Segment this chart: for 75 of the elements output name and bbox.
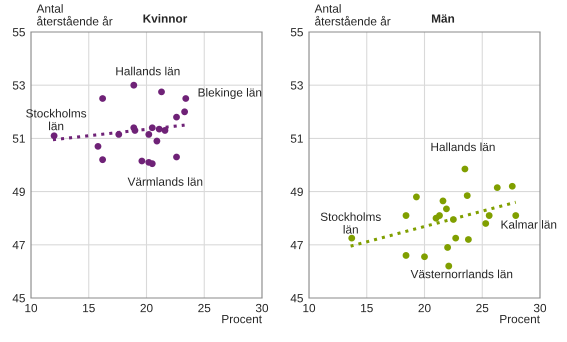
- y-tick-label: 49: [12, 188, 25, 196]
- point: [130, 82, 138, 89]
- x-tick-label: 30: [256, 304, 268, 312]
- chart-title: Kvinnor: [143, 14, 188, 23]
- x-tick-label: 20: [140, 304, 153, 312]
- point: [444, 244, 451, 251]
- point: [445, 262, 452, 270]
- point: [50, 132, 58, 140]
- y-tick-label: 55: [12, 28, 25, 36]
- point: [464, 236, 472, 243]
- point: [99, 156, 106, 164]
- point: [156, 126, 163, 132]
- point: [486, 212, 493, 219]
- point: [402, 212, 410, 219]
- point: [94, 142, 102, 150]
- x-tick-label: 10: [25, 304, 38, 312]
- x-tick-label: 25: [198, 304, 210, 312]
- point: [482, 220, 490, 227]
- x-tick-label: 15: [361, 304, 373, 312]
- point: [162, 127, 168, 134]
- y-tick-label: 53: [12, 81, 25, 90]
- point: [138, 158, 146, 164]
- y-axis-title: Antal återstående år: [314, 4, 390, 26]
- point: [348, 234, 356, 242]
- x-axis-title: Procent: [500, 314, 540, 324]
- y-tick-label: 53: [290, 81, 303, 90]
- annotation: Blekinge län: [198, 88, 262, 99]
- x-tick-label: 25: [476, 304, 488, 312]
- x-tick-label: 30: [534, 304, 546, 312]
- annotation: Stockholms län: [320, 212, 381, 234]
- y-tick-label: 51: [12, 134, 25, 143]
- point: [181, 108, 188, 116]
- point: [153, 138, 160, 144]
- point: [145, 131, 152, 138]
- y-tick-label: 55: [290, 28, 303, 36]
- point: [462, 166, 468, 172]
- point: [421, 253, 428, 260]
- y-tick-label: 45: [290, 294, 303, 302]
- point: [173, 154, 180, 160]
- x-tick-label: 15: [83, 304, 95, 312]
- point: [464, 192, 471, 199]
- point: [508, 182, 516, 190]
- point: [450, 216, 457, 223]
- annotation: Hallands län: [116, 66, 180, 76]
- x-axis-title: Procent: [222, 314, 262, 324]
- annotation: Värmlands län: [128, 177, 202, 186]
- point: [148, 160, 156, 168]
- point: [436, 212, 443, 219]
- point: [452, 234, 460, 242]
- point: [99, 95, 106, 102]
- annotation: Stockholms län: [26, 108, 86, 130]
- point: [443, 205, 450, 212]
- y-tick-label: 49: [290, 188, 303, 196]
- annotation: Kalmar län: [502, 220, 556, 229]
- x-tick-label: 10: [303, 304, 316, 312]
- point: [494, 184, 501, 192]
- y-axis-title: Antal återstående år: [36, 4, 112, 26]
- y-tick-label: 51: [290, 134, 303, 143]
- y-tick-label: 47: [12, 240, 25, 250]
- y-tick-label: 45: [12, 294, 25, 302]
- annotation: Hallands län: [431, 142, 495, 152]
- point: [173, 114, 180, 121]
- x-tick-label: 20: [418, 304, 431, 312]
- chart-title: Män: [432, 14, 454, 23]
- point: [158, 88, 165, 96]
- point: [512, 212, 520, 219]
- point: [132, 127, 138, 134]
- point: [402, 252, 410, 259]
- y-tick-label: 47: [290, 240, 303, 250]
- point: [182, 95, 190, 102]
- point: [413, 194, 420, 200]
- point: [115, 131, 122, 138]
- point: [440, 198, 446, 204]
- annotation: Västernorrlands län: [410, 270, 512, 278]
- point: [148, 124, 156, 132]
